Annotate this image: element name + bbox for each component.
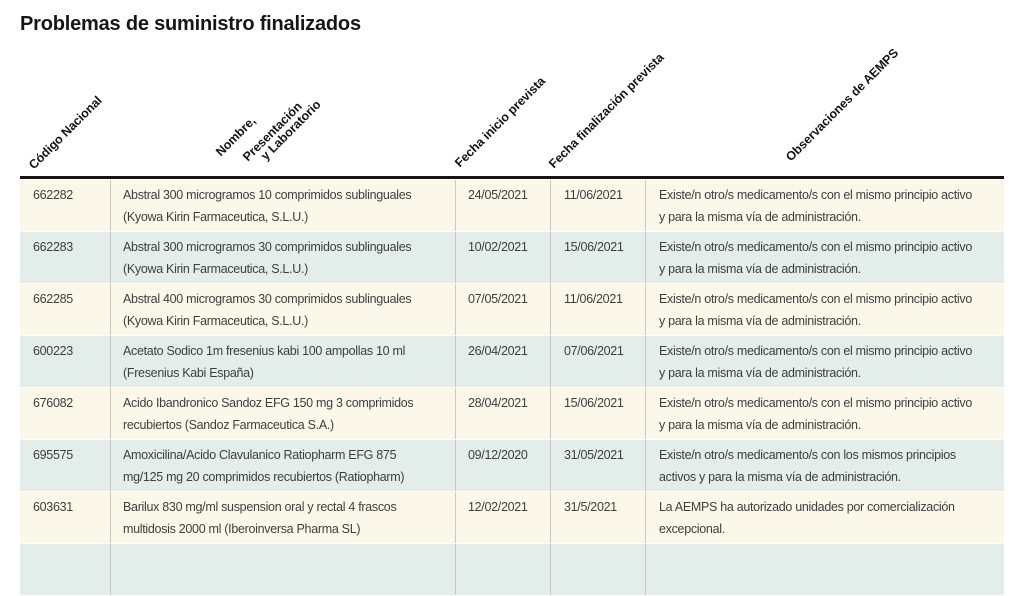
cell-fecha-finalizacion-prevista: 11/06/2021 <box>550 284 645 335</box>
cell-fecha-inicio-prevista: 07/05/2021 <box>455 284 550 335</box>
cell-nombre-presentacion-laboratorio: Abstral 400 microgramos 30 comprimidos s… <box>110 284 455 335</box>
cell-fecha-finalizacion-prevista: 31/05/2021 <box>550 440 645 491</box>
cell-fecha-inicio-prevista: 10/02/2021 <box>455 232 550 283</box>
cell-codigo-nacional: 662283 <box>33 240 73 254</box>
cell-observaciones-aemps: Existe/n otro/s medicamento/s con el mis… <box>645 232 1004 283</box>
cell-observaciones-aemps: Existe/n otro/s medicamento/s con el mis… <box>645 388 1004 439</box>
cell-fecha-inicio-prevista: 28/04/2021 <box>455 388 550 439</box>
table-row: 603631 Barilux 830 mg/ml suspension oral… <box>20 492 1004 543</box>
cell-observaciones-aemps: Existe/n otro/s medicamento/s con el mis… <box>645 180 1004 231</box>
cell-observaciones-aemps: Existe/n otro/s medicamento/s con los mi… <box>645 440 1004 491</box>
table-row: 695575 Amoxicilina/Acido Clavulanico Rat… <box>20 440 1004 491</box>
cell-observaciones-aemps: Existe/n otro/s medicamento/s con el mis… <box>645 336 1004 387</box>
cell-observaciones-aemps <box>645 544 1004 595</box>
cell-codigo-nacional: 662282 <box>33 188 73 202</box>
cell-fecha-inicio-prevista <box>455 544 550 595</box>
table-row: 662285 Abstral 400 microgramos 30 compri… <box>20 284 1004 335</box>
cell-observaciones-aemps: Existe/n otro/s medicamento/s con el mis… <box>645 284 1004 335</box>
cell-fecha-inicio-prevista: 26/04/2021 <box>455 336 550 387</box>
cell-fecha-finalizacion-prevista: 15/06/2021 <box>550 232 645 283</box>
cell-nombre-presentacion-laboratorio: Amoxicilina/Acido Clavulanico Ratiopharm… <box>110 440 455 491</box>
column-header-nombre-line2: Presentación <box>240 99 305 164</box>
table-row: 662282 Abstral 300 microgramos 10 compri… <box>20 180 1004 231</box>
column-header-fecha-inicio-prevista: Fecha inicio prevista <box>452 74 548 170</box>
cell-nombre-presentacion-laboratorio: Acido Ibandronico Sandoz EFG 150 mg 3 co… <box>110 388 455 439</box>
column-header-codigo-nacional: Código Nacional <box>26 93 105 172</box>
cell-fecha-finalizacion-prevista: 15/06/2021 <box>550 388 645 439</box>
cell-nombre-presentacion-laboratorio: Barilux 830 mg/ml suspension oral y rect… <box>110 492 455 543</box>
column-header-nombre-line3: y Laboratorio <box>258 97 324 163</box>
cell-fecha-finalizacion-prevista: 11/06/2021 <box>550 180 645 231</box>
cell-fecha-inicio-prevista: 12/02/2021 <box>455 492 550 543</box>
page-title: Problemas de suministro finalizados <box>20 13 361 35</box>
cell-fecha-finalizacion-prevista <box>550 544 645 595</box>
cell-nombre-presentacion-laboratorio <box>110 544 455 595</box>
cell-nombre-presentacion-laboratorio: Abstral 300 microgramos 30 comprimidos s… <box>110 232 455 283</box>
cell-observaciones-aemps: La AEMPS ha autorizado unidades por come… <box>645 492 1004 543</box>
cell-fecha-finalizacion-prevista: 31/5/2021 <box>550 492 645 543</box>
cell-nombre-presentacion-laboratorio: Acetato Sodico 1m fresenius kabi 100 amp… <box>110 336 455 387</box>
cell-codigo-nacional <box>20 544 110 595</box>
table-row <box>20 544 1004 595</box>
cell-fecha-finalizacion-prevista: 07/06/2021 <box>550 336 645 387</box>
column-header-observaciones-aemps: Observaciones de AEMPS <box>783 45 902 164</box>
table-top-border <box>20 176 1004 179</box>
column-header-fecha-finalizacion-prevista: Fecha finalización prevista <box>546 50 667 171</box>
cell-codigo-nacional: 603631 <box>33 500 73 514</box>
cell-fecha-inicio-prevista: 24/05/2021 <box>455 180 550 231</box>
cell-codigo-nacional: 600223 <box>33 344 73 358</box>
table-row: 676082 Acido Ibandronico Sandoz EFG 150 … <box>20 388 1004 439</box>
cell-fecha-inicio-prevista: 09/12/2020 <box>455 440 550 491</box>
column-header-nombre-line1: Nombre, <box>213 113 259 159</box>
supply-problems-table: 662282 Abstral 300 microgramos 10 compri… <box>20 180 1004 596</box>
cell-codigo-nacional: 676082 <box>33 396 73 410</box>
cell-codigo-nacional: 695575 <box>33 448 73 462</box>
cell-codigo-nacional: 662285 <box>33 292 73 306</box>
table-row: 662283 Abstral 300 microgramos 30 compri… <box>20 232 1004 283</box>
table-row: 600223 Acetato Sodico 1m fresenius kabi … <box>20 336 1004 387</box>
cell-nombre-presentacion-laboratorio: Abstral 300 microgramos 10 comprimidos s… <box>110 180 455 231</box>
